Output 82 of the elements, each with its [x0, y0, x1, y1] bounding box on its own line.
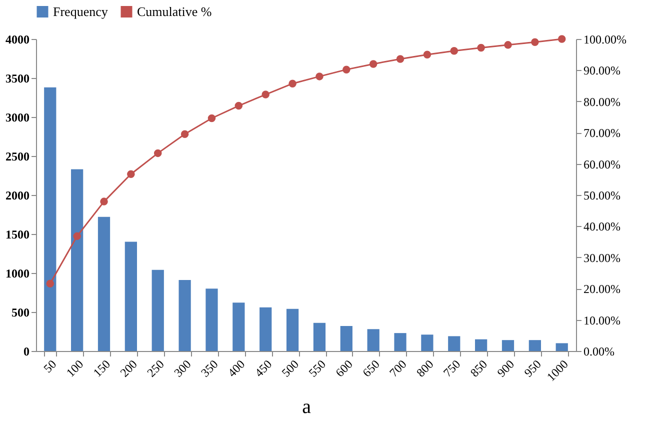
- legend-label: Frequency: [53, 4, 108, 19]
- bar: [528, 340, 541, 351]
- x-tick-label: 300: [171, 357, 194, 380]
- x-tick-label: 800: [414, 357, 436, 380]
- bar: [448, 336, 460, 351]
- x-tick-label: 200: [117, 357, 140, 380]
- point: [423, 50, 432, 58]
- y2-tick-label: 100.00%: [584, 32, 626, 46]
- x-tick-label: 600: [332, 357, 356, 380]
- x-tick-label: 500: [278, 357, 302, 380]
- bar: [475, 339, 488, 351]
- bar: [502, 340, 514, 351]
- y2-tick-label: 20.00%: [584, 282, 620, 296]
- point: [342, 66, 350, 74]
- x-tick-label: 100: [63, 357, 86, 380]
- bar: [71, 169, 84, 351]
- y2-tick-label: 10.00%: [584, 313, 620, 328]
- bar: [556, 343, 568, 351]
- y-tick-label: 1000: [6, 266, 30, 280]
- point: [154, 149, 162, 158]
- bar: [260, 307, 272, 351]
- point: [369, 60, 378, 68]
- bar: [421, 334, 434, 351]
- bar: [313, 322, 326, 351]
- point: [450, 46, 458, 55]
- bar: [206, 288, 218, 351]
- y-tick-label: 0: [24, 344, 30, 358]
- x-tick-label: 400: [225, 357, 248, 380]
- y2-tick-label: 30.00%: [584, 250, 620, 265]
- x-tick-label: 750: [440, 357, 464, 380]
- x-tick-label: 850: [467, 357, 490, 380]
- bar: [178, 280, 191, 351]
- y2-tick-label: 80.00%: [584, 94, 620, 109]
- point: [234, 102, 243, 110]
- point: [288, 80, 296, 88]
- x-tick-label: 50: [40, 357, 60, 376]
- bar: [98, 216, 110, 351]
- y2-tick-label: 40.00%: [584, 220, 620, 234]
- point: [396, 55, 404, 63]
- point: [208, 114, 216, 122]
- bar: [367, 329, 380, 351]
- bar: [44, 87, 56, 351]
- bar: [152, 270, 164, 351]
- x-tick-label: 450: [252, 357, 275, 380]
- y2-tick-label: 50.00%: [584, 188, 620, 202]
- point: [504, 41, 512, 49]
- point: [531, 38, 539, 46]
- point: [262, 90, 270, 98]
- x-tick-label: 950: [521, 357, 544, 380]
- point: [477, 44, 485, 52]
- bar: [232, 302, 245, 351]
- bar: [286, 308, 299, 351]
- y2-tick-label: 0.00%: [584, 344, 614, 358]
- bar: [340, 326, 352, 351]
- y-tick-label: 3500: [6, 72, 30, 86]
- x-tick-label: 250: [144, 357, 167, 380]
- y2-tick-label: 70.00%: [584, 126, 620, 140]
- bar: [394, 333, 406, 351]
- y-tick-label: 2500: [6, 150, 30, 164]
- x-tick-label: 550: [306, 357, 328, 380]
- bar: [124, 242, 137, 351]
- y2-tick-label: 90.00%: [584, 64, 620, 78]
- y-tick-label: 500: [12, 306, 30, 320]
- y-tick-label: 4000: [6, 32, 30, 46]
- point: [46, 280, 54, 288]
- point: [180, 130, 189, 138]
- x-axis-title: a: [302, 396, 312, 418]
- point: [127, 170, 135, 178]
- legend-label: Cumulative %: [137, 4, 212, 19]
- x-tick-label: 900: [494, 357, 517, 380]
- x-tick-label: 700: [386, 357, 410, 380]
- x-tick-label: 650: [360, 357, 382, 380]
- y-tick-label: 1500: [6, 228, 30, 242]
- x-tick-label: 150: [90, 357, 113, 380]
- point: [316, 72, 324, 80]
- x-tick-label: 350: [198, 357, 221, 380]
- y2-tick-label: 60.00%: [584, 157, 620, 172]
- point: [73, 232, 81, 240]
- y-tick-label: 2000: [6, 188, 30, 202]
- y-tick-label: 3000: [6, 110, 30, 124]
- point: [558, 35, 566, 43]
- point: [100, 198, 108, 206]
